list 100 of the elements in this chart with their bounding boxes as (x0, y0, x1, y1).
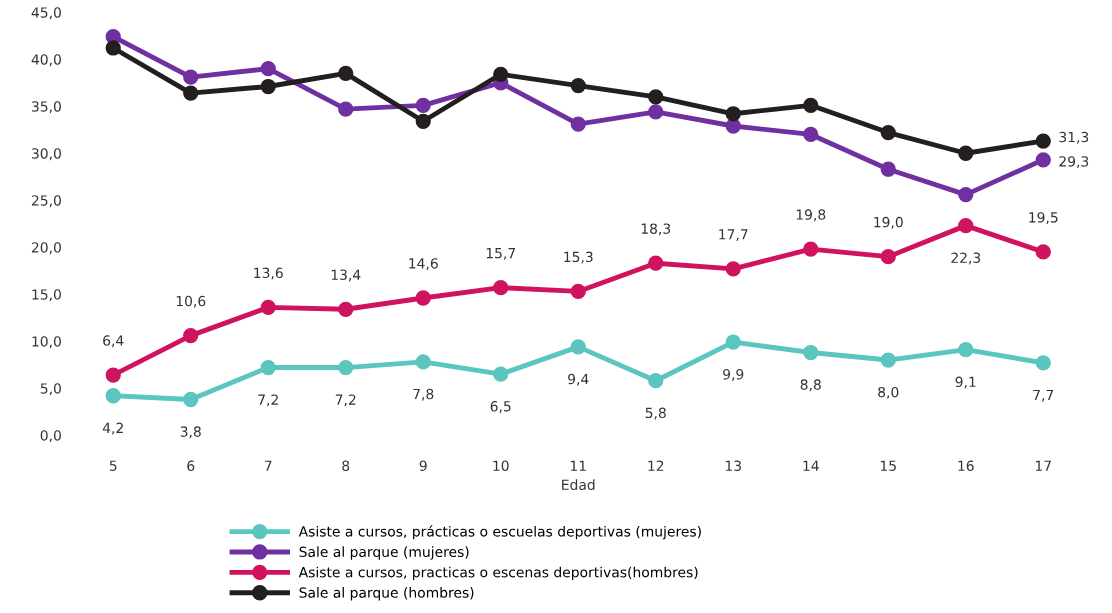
data-label: 7,2 (258, 394, 278, 407)
point (725, 106, 741, 122)
point (570, 283, 586, 300)
y-tick-label: 30,0 (31, 148, 61, 161)
point (725, 334, 741, 350)
legend-label: Sale al parque (hombres) (299, 587, 474, 601)
point (338, 101, 354, 117)
data-label: 8,8 (800, 379, 821, 392)
y-tick-label: 10,0 (32, 336, 61, 349)
point (260, 299, 276, 316)
point (183, 85, 199, 101)
point (260, 61, 276, 77)
legend-label: Sale al parque (mujeres) (299, 546, 469, 560)
point (648, 89, 664, 105)
point (105, 367, 121, 383)
data-label: 4,2 (102, 422, 123, 435)
point (958, 342, 974, 358)
data-label: 7,8 (413, 388, 434, 401)
point (725, 261, 741, 277)
data-label: 22,3 (951, 252, 981, 265)
x-tick-label: 10 (493, 460, 509, 471)
data-label: 17,7 (719, 229, 748, 241)
point (803, 126, 819, 143)
point (958, 186, 974, 203)
point (183, 391, 199, 408)
x-tick-label: 15 (880, 460, 896, 471)
y-tick-label: 25,0 (31, 195, 61, 208)
y-tick-label: 40,0 (31, 54, 61, 67)
data-label: 7,2 (335, 394, 356, 407)
point (880, 249, 896, 265)
x-tick-label: 17 (1035, 460, 1051, 471)
x-tick-label: 9 (419, 460, 427, 471)
data-label: 14,6 (409, 258, 438, 271)
data-label: 18,3 (641, 223, 671, 236)
y-tick-label: 5,0 (40, 383, 61, 396)
point (803, 241, 819, 257)
data-label: 19,5 (1029, 212, 1058, 225)
x-tick-label: 16 (958, 460, 974, 471)
data-label: 29,3 (1059, 156, 1089, 169)
point (880, 124, 896, 141)
data-label: 13,6 (254, 267, 283, 280)
point (105, 388, 121, 404)
data-label: 7,7 (1033, 389, 1054, 402)
data-label: 15,7 (486, 248, 516, 260)
data-label: 5,8 (645, 407, 666, 420)
x-tick-label: 12 (648, 460, 664, 471)
point (260, 78, 276, 95)
point (570, 339, 586, 355)
point (105, 40, 121, 56)
point (880, 161, 896, 177)
data-label: 6,4 (103, 335, 124, 348)
x-tick-label: 14 (803, 460, 819, 471)
x-tick-label: 6 (187, 460, 195, 471)
point (415, 113, 431, 129)
data-label: 9,1 (955, 376, 976, 389)
data-label: 19,0 (874, 216, 903, 229)
point (880, 352, 896, 368)
point (260, 359, 276, 376)
point (803, 97, 819, 113)
point (415, 97, 431, 113)
point (1035, 355, 1051, 371)
point (493, 280, 509, 296)
y-tick-label: 15,0 (32, 289, 61, 302)
point (570, 77, 586, 94)
point (1035, 152, 1051, 168)
point (648, 255, 664, 271)
data-label: 6,5 (490, 400, 511, 413)
point (183, 69, 199, 85)
point (493, 66, 509, 82)
data-label: 3,8 (180, 426, 201, 439)
point (958, 217, 974, 234)
point (648, 104, 664, 120)
y-tick-label: 45,0 (31, 7, 61, 20)
point (338, 359, 354, 376)
y-tick-label: 35,0 (31, 101, 61, 114)
point (338, 301, 354, 317)
y-tick-label: 20,0 (31, 242, 61, 255)
x-tick-label: 13 (725, 460, 741, 471)
point (803, 344, 819, 361)
legend-label: Asiste a cursos, practicas o escenas deportivas(hombres) (298, 566, 698, 581)
point (183, 327, 199, 344)
x-axis-title: Edad (562, 479, 595, 490)
point (1035, 133, 1051, 149)
point (958, 145, 974, 161)
data-label: 19,8 (796, 209, 826, 222)
legend-label: Asiste a cursos, prácticas o escuelas deportivas (mujeres) (298, 525, 701, 540)
data-label: 13,4 (331, 269, 361, 282)
data-label: 31,3 (1059, 131, 1089, 144)
data-label: 9,9 (723, 369, 744, 381)
x-tick-label: 8 (342, 460, 350, 471)
x-tick-label: 5 (109, 460, 117, 471)
data-label: 9,4 (568, 373, 589, 386)
point (415, 290, 431, 306)
x-tick-label: 7 (264, 460, 272, 471)
data-label: 10,6 (176, 295, 206, 308)
point (1035, 244, 1051, 260)
point (338, 65, 354, 81)
point (415, 354, 431, 370)
point (648, 373, 664, 389)
point (570, 116, 586, 132)
